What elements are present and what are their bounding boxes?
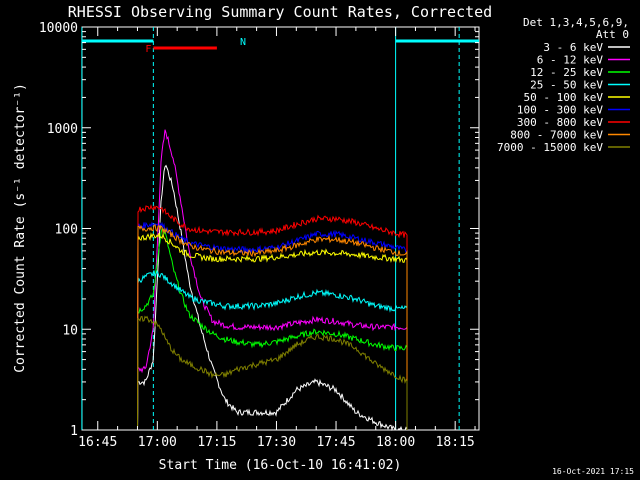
flag-label: N xyxy=(240,37,246,48)
y-tick-label: 10000 xyxy=(39,21,78,36)
flag-bars: NF xyxy=(81,37,479,55)
y-axis: 1 10 100 1000 10000 xyxy=(39,21,479,439)
legend-label: 300 - 800 keV xyxy=(517,116,603,129)
legend-label: 800 - 7000 keV xyxy=(510,129,603,142)
legend-label: 25 - 50 keV xyxy=(530,79,603,92)
x-tick-label: 17:45 xyxy=(316,435,355,450)
legend-label: 12 - 25 keV xyxy=(530,66,603,79)
x-tick-label: 16:45 xyxy=(78,435,117,450)
legend-header-detectors: Det 1,3,4,5,6,9, xyxy=(523,16,629,29)
y-tick-label: 10 xyxy=(62,323,78,338)
x-axis: 16:45 17:00 17:15 17:30 17:45 18:00 18:15 xyxy=(78,27,476,450)
x-tick-label: 18:00 xyxy=(376,435,415,450)
x-tick-label: 17:15 xyxy=(197,435,236,450)
series-line-2 xyxy=(137,227,408,431)
legend-label: 6 - 12 keV xyxy=(537,54,604,67)
x-tick-label: 17:00 xyxy=(138,435,177,450)
series-line-8 xyxy=(137,315,408,431)
legend-header-attenuator: Att 0 xyxy=(596,28,629,41)
series-line-5 xyxy=(137,221,408,431)
series-line-4 xyxy=(137,232,408,431)
series-line-7 xyxy=(137,224,408,431)
series-layer xyxy=(137,129,408,432)
footer-date: 16-Oct-2021 17:15 xyxy=(552,467,634,476)
x-axis-label: Start Time (16-Oct-10 16:41:02) xyxy=(159,458,402,473)
series-line-0 xyxy=(137,164,408,432)
legend-label: 100 - 300 keV xyxy=(517,104,603,117)
legend-label: 50 - 100 keV xyxy=(524,91,604,104)
series-line-6 xyxy=(137,204,408,431)
flag-label: F xyxy=(145,44,151,55)
y-tick-label: 1 xyxy=(70,424,78,439)
y-tick-label: 1000 xyxy=(47,122,78,137)
vertical-markers xyxy=(81,27,460,430)
series-line-1 xyxy=(137,129,408,431)
legend-label: 3 - 6 keV xyxy=(543,41,603,54)
chart-title: RHESSI Observing Summary Count Rates, Co… xyxy=(68,3,492,21)
x-tick-label: 18:15 xyxy=(436,435,475,450)
series-line-3 xyxy=(137,270,408,431)
legend-label: 7000 - 15000 keV xyxy=(497,141,603,154)
y-axis-label: Corrected Count Rate (s⁻¹ detector⁻¹) xyxy=(13,83,28,373)
x-tick-label: 17:30 xyxy=(257,435,296,450)
y-tick-label: 100 xyxy=(55,223,78,238)
